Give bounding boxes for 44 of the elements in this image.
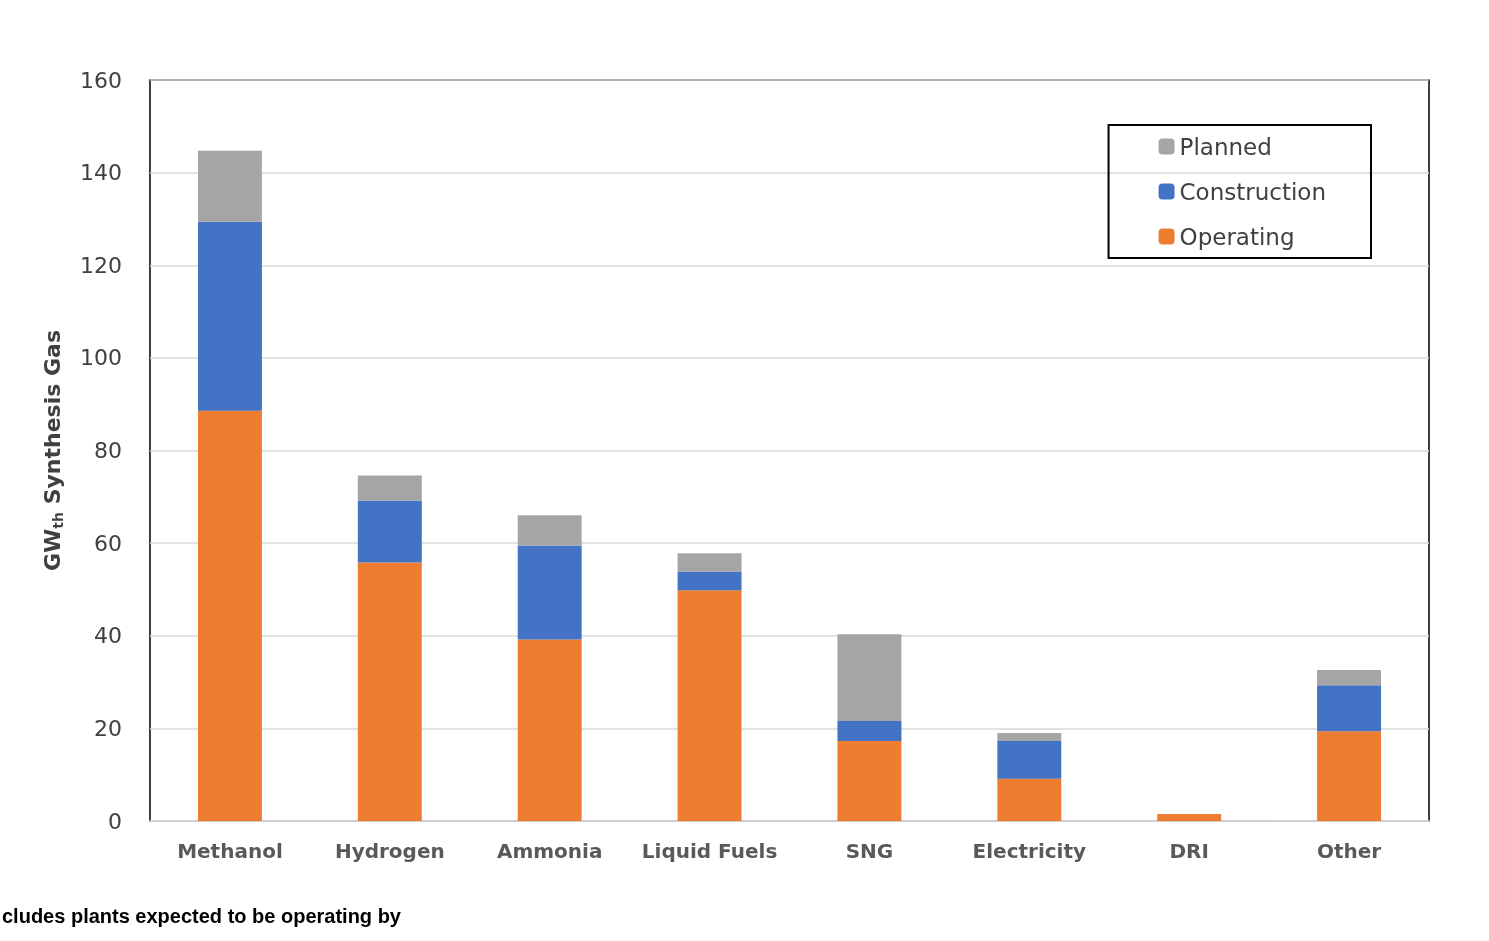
x-tick-label: Other [1316,839,1382,863]
bar [357,500,422,563]
bar [997,733,1062,741]
bar [517,545,582,640]
bar [837,740,902,821]
x-tick-label: Liquid Fuels [641,839,778,863]
bar [997,740,1062,779]
bar [1317,685,1382,732]
bar [677,553,742,572]
bar [837,720,902,741]
bar [837,634,902,721]
x-tick-label: DRI [1169,839,1209,863]
y-axis-title: GWth Synthesis Gas [39,330,66,571]
x-tick-label: Ammonia [496,839,603,863]
legend-label: Planned [1179,133,1272,160]
y-tick-label: 20 [94,715,122,741]
bar [677,571,742,591]
bar [997,778,1062,821]
bar [677,590,742,821]
bar [197,410,262,821]
y-tick-label: 80 [94,438,122,463]
bar [197,150,262,222]
bar [1157,814,1222,821]
bar [517,639,582,821]
y-tick-label: 40 [94,623,122,649]
text: cludes plants expected to be operating by [2,905,402,927]
x-tick-label: Electricity [972,839,1087,863]
y-tick-label: 160 [80,67,122,93]
bar [1317,670,1382,686]
legend-label: Construction [1179,178,1327,205]
bar [197,221,262,411]
x-tick-label: Hydrogen [334,839,445,863]
bar [357,562,422,821]
y-tick-label: 120 [80,252,122,278]
bar [357,475,422,501]
bar [1317,731,1382,821]
y-tick-label: 0 [108,808,122,834]
legend-label: Operating [1179,223,1295,250]
y-tick-label: 60 [94,530,122,556]
y-tick-label: 100 [80,345,122,371]
x-tick-label: SNG [845,839,894,863]
x-tick-label: Methanol [177,839,283,863]
bar [517,515,582,546]
y-tick-label: 140 [80,160,122,186]
